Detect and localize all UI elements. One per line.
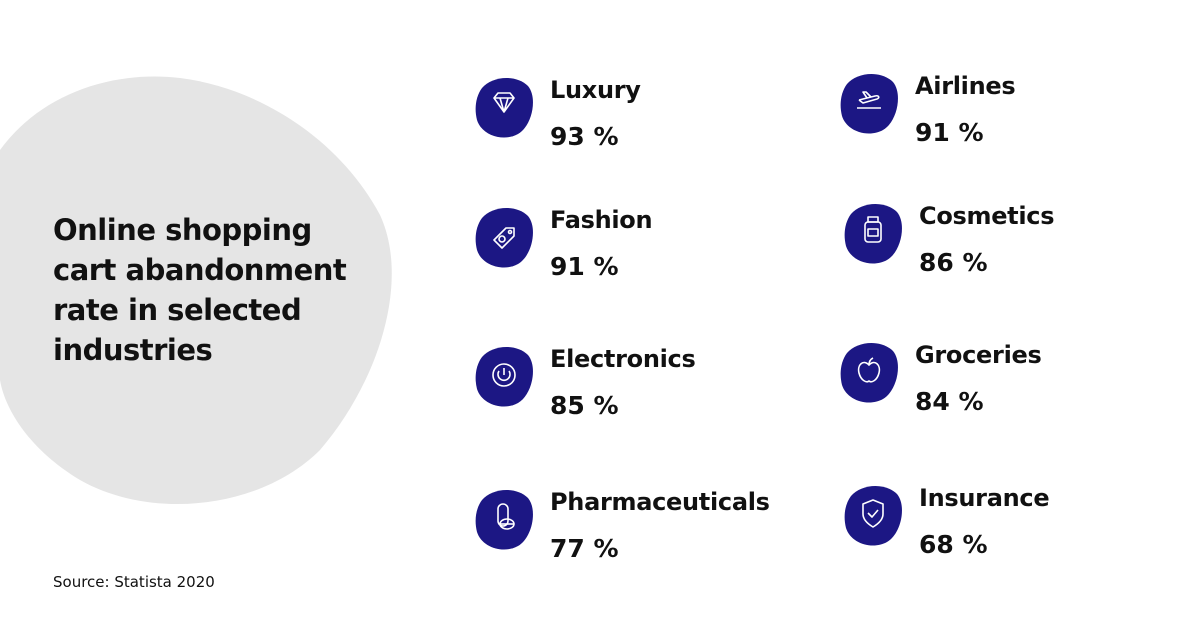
item-value: 86 % <box>919 248 988 277</box>
item-label: Cosmetics <box>919 202 1055 230</box>
item-label: Fashion <box>550 206 653 234</box>
icon <box>844 485 902 546</box>
icon <box>475 77 533 138</box>
item-label: Electronics <box>550 345 696 373</box>
icon <box>475 489 533 550</box>
item-label: Pharmaceuticals <box>550 488 770 516</box>
item-label: Luxury <box>550 76 641 104</box>
item-value: 68 % <box>919 530 988 559</box>
item-value: 93 % <box>550 122 619 151</box>
item-value: 84 % <box>915 387 984 416</box>
item-label: Airlines <box>915 72 1016 100</box>
item-label: Groceries <box>915 341 1042 369</box>
item-value: 85 % <box>550 391 619 420</box>
icon <box>844 203 902 264</box>
icon <box>475 346 533 407</box>
background-blob <box>0 76 392 504</box>
item-value: 77 % <box>550 534 619 563</box>
icon <box>475 207 533 268</box>
source: Source: Statista 2020 <box>53 573 215 591</box>
title: Online shopping cart abandonment rate in… <box>53 213 347 367</box>
icon <box>840 73 898 134</box>
icon <box>840 342 898 403</box>
item-value: 91 % <box>915 118 984 147</box>
item-label: Insurance <box>919 484 1050 512</box>
item-value: 91 % <box>550 252 619 281</box>
